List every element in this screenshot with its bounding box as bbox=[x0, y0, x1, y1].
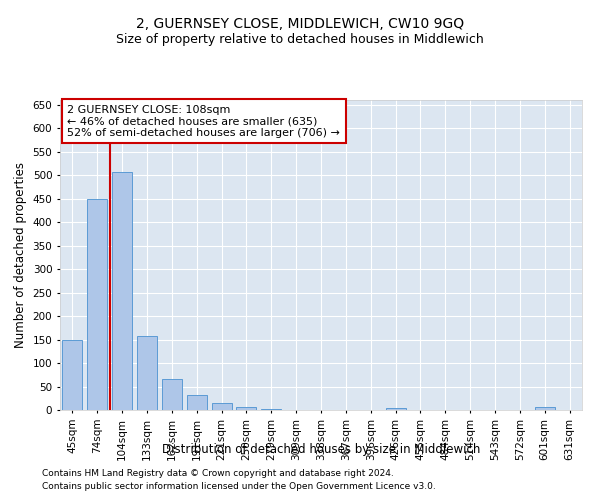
Text: 2 GUERNSEY CLOSE: 108sqm
← 46% of detached houses are smaller (635)
52% of semi-: 2 GUERNSEY CLOSE: 108sqm ← 46% of detach… bbox=[67, 104, 340, 138]
Bar bbox=[112, 172, 132, 410]
Text: Size of property relative to detached houses in Middlewich: Size of property relative to detached ho… bbox=[116, 32, 484, 46]
Bar bbox=[137, 336, 157, 410]
Bar bbox=[236, 406, 256, 410]
Text: Contains public sector information licensed under the Open Government Licence v3: Contains public sector information licen… bbox=[42, 482, 436, 491]
Bar bbox=[386, 408, 406, 410]
Bar bbox=[187, 395, 206, 410]
Bar bbox=[212, 404, 232, 410]
Text: 2, GUERNSEY CLOSE, MIDDLEWICH, CW10 9GQ: 2, GUERNSEY CLOSE, MIDDLEWICH, CW10 9GQ bbox=[136, 18, 464, 32]
Bar bbox=[262, 408, 281, 410]
Bar bbox=[535, 407, 554, 410]
Bar bbox=[88, 198, 107, 410]
Y-axis label: Number of detached properties: Number of detached properties bbox=[14, 162, 27, 348]
Text: Contains HM Land Registry data © Crown copyright and database right 2024.: Contains HM Land Registry data © Crown c… bbox=[42, 468, 394, 477]
Text: Distribution of detached houses by size in Middlewich: Distribution of detached houses by size … bbox=[162, 442, 480, 456]
Bar bbox=[62, 340, 82, 410]
Bar bbox=[162, 380, 182, 410]
